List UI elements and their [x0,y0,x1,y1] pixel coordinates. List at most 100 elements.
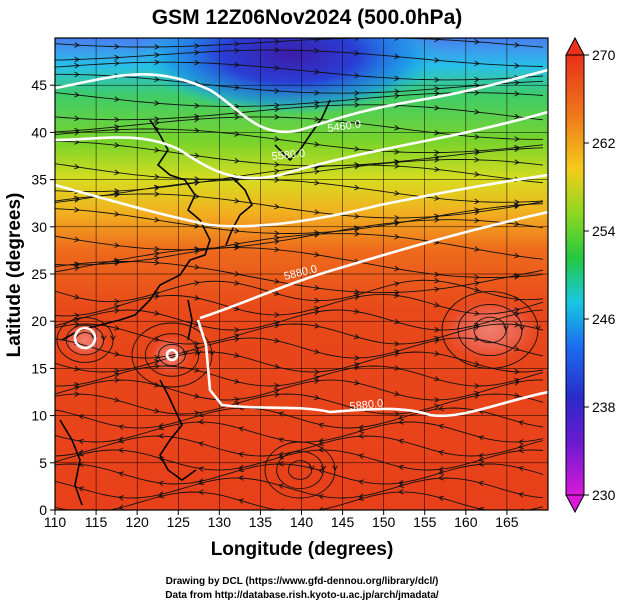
streamline-arrow [314,369,320,375]
streamline-arrow [318,506,324,510]
streamline-arrow [274,114,280,120]
streamline-arrow [274,322,280,329]
streamline-arrow [394,219,400,226]
geopotential-contours [55,68,548,418]
streamline-arrow [114,396,120,403]
streamline-arrow [234,305,240,312]
streamline-arrow [78,414,84,420]
streamline-arrow [209,350,215,356]
streamline-arrow [514,136,520,142]
streamline-arrow [238,451,244,458]
streamline-arrow [394,159,400,165]
streamline-arrow [234,47,240,54]
streamline-arrow [154,147,160,153]
streamline-arrow [514,90,520,97]
streamline-arrow [474,109,480,115]
streamline-arrow [474,82,480,89]
streamline-arrow [434,217,440,223]
streamline-arrow [158,456,164,462]
streamline-arrow [194,179,200,186]
streamline-arrow [114,298,120,305]
streamline-arrow [154,408,160,414]
streamline-arrow [398,419,404,425]
streamline-arrow [114,169,120,176]
y-tick-label: 30 [31,219,47,235]
streamline-arrow [314,297,320,304]
streamline-arrow [114,142,120,148]
streamline-arrow [474,60,480,67]
streamline [55,38,544,48]
streamline-arrow [154,382,160,388]
streamline-arrow [354,50,360,57]
streamline-arrow [394,351,400,357]
streamline-arrow [518,465,524,472]
x-tick-label: 150 [372,514,396,530]
streamline [55,279,544,303]
streamline-arrow [434,404,440,410]
streamline-arrow [434,213,440,220]
streamline-arrow [434,271,440,278]
streamline-arrow [278,451,284,457]
streamline-arrow [434,166,440,173]
streamline-arrow [274,312,280,318]
streamline-arrow [198,466,204,472]
streamline [55,73,544,94]
streamline-arrow [438,495,444,502]
streamline-arrow [234,244,240,250]
streamline-arrow [314,99,320,106]
streamline-arrow [398,479,404,486]
streamline-arrow [154,294,160,300]
streamline-arrow [394,163,400,169]
streamline-arrow [74,294,80,300]
streamline-arrow [514,202,520,209]
streamline-arrow [354,364,360,371]
streamline-arrow [158,433,164,439]
streamline-arrow [194,248,200,255]
streamline-arrow [358,495,364,501]
y-tick-label: 0 [39,502,47,518]
streamline-arrow [354,225,360,231]
streamline-arrow [394,292,400,299]
streamline-arrow [74,195,80,202]
contour-label-5460: 5460.0 [327,118,362,135]
streamline-arrow [434,286,440,293]
streamline [55,393,544,415]
streamline-arrow [358,433,364,439]
streamline-arrow [234,280,240,286]
streamline-arrow [478,480,484,487]
streamline-arrow [514,377,520,384]
streamline-arrow [398,482,404,488]
streamline-arrow [74,312,80,319]
streamline-arrow [518,420,524,426]
streamline [55,351,544,373]
streamline-arrow [514,379,520,386]
wind-streamlines [55,38,544,510]
streamline-arrow [314,251,320,258]
streamline-arrow [434,335,440,342]
colorbar-label: 238 [592,399,616,415]
streamline-arrow [354,355,360,361]
streamline-arrow [238,466,244,473]
contour-label-5880-south: 5880.0 [349,398,384,413]
streamline-arrow [154,116,160,122]
streamline-arrow [474,280,480,287]
y-tick-label: 35 [31,172,47,188]
streamline-arrow [394,88,400,95]
streamline-arrow [278,461,284,467]
streamline-arrow [234,333,240,339]
colorbar: 230 238 246 254 262 270 [565,36,616,514]
streamline-arrow [195,350,202,356]
streamline-arrow [78,451,84,457]
streamline [55,407,544,429]
streamline-arrow [194,127,200,134]
streamline-arrow [274,391,280,398]
streamline-arrow [332,465,338,471]
streamline-arrow [194,367,200,373]
streamline-arrow [394,75,400,82]
streamline-arrow [434,105,440,111]
streamline-arrow [438,405,444,412]
streamline-arrow [474,150,480,156]
streamline-arrow [74,42,80,48]
streamline-arrow [474,286,480,293]
streamline-arrow [194,264,200,270]
